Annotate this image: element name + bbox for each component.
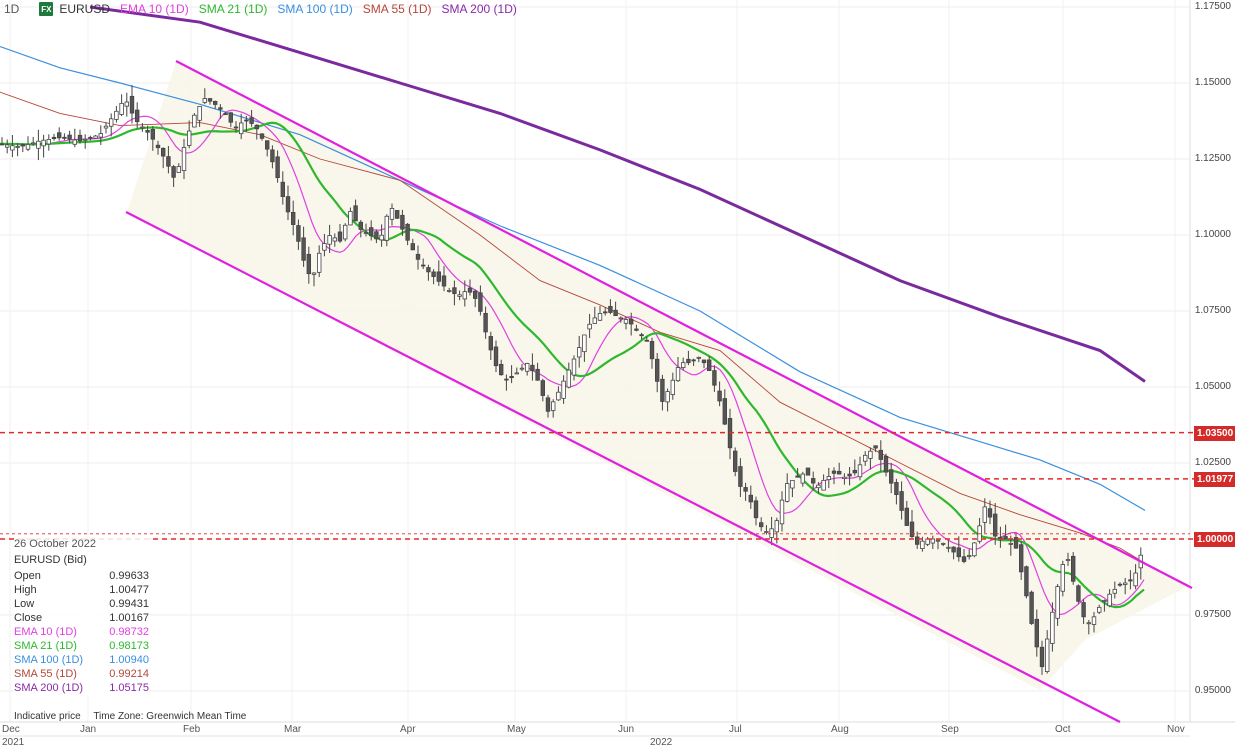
data-panel-value: 1.00940 xyxy=(109,654,149,666)
data-panel-value: 0.99633 xyxy=(109,570,149,582)
legend-sma200[interactable]: SMA 200 (1D) xyxy=(441,2,517,16)
y-axis-label: 1.05000 xyxy=(1194,381,1231,392)
data-panel-label: SMA 200 (1D) xyxy=(14,682,84,694)
price-level-tag: 1.01977 xyxy=(1194,471,1235,487)
data-panel-label: SMA 55 (1D) xyxy=(14,668,77,680)
y-axis-label: 1.17500 xyxy=(1194,1,1231,12)
data-panel-row: Low 0.99431 xyxy=(14,597,149,611)
data-panel-date: 26 October 2022 xyxy=(14,538,96,550)
indicative-price-note: Indicative price xyxy=(14,711,81,722)
data-panel-label: SMA 100 (1D) xyxy=(14,654,84,666)
y-axis-label: 1.07500 xyxy=(1194,305,1231,316)
y-axis-label: 1.12500 xyxy=(1194,153,1231,164)
y-axis-label: 1.02500 xyxy=(1194,457,1231,468)
data-panel-label: Close xyxy=(14,612,43,624)
data-panel-instrument: EURUSD (Bid) xyxy=(14,554,87,566)
data-panel-label: High xyxy=(14,584,37,596)
y-axis-label: 1.15000 xyxy=(1194,77,1231,88)
x-axis-month-label: Aug xyxy=(831,724,849,735)
x-axis-month-label: Jan xyxy=(80,724,97,735)
data-panel-row: SMA 200 (1D) 1.05175 xyxy=(14,681,149,695)
x-axis-month-label: Mar xyxy=(284,724,302,735)
chart-legend: 1D FX EURUSD EMA 10 (1D) SMA 21 (1D) SMA… xyxy=(4,2,517,16)
data-panel-row: SMA 100 (1D) 1.00940 xyxy=(14,653,149,667)
y-axis-label: 1.10000 xyxy=(1194,229,1231,240)
x-axis-month-label: Nov xyxy=(1167,724,1185,735)
data-panel-label: Open xyxy=(14,570,41,582)
x-axis-month-label: Dec xyxy=(2,724,20,735)
x-axis: Dec Jan Feb Mar Apr May Jun Jul Aug Sep Oct Nov 2021… xyxy=(0,722,1235,749)
legend-sma55[interactable]: SMA 55 (1D) xyxy=(362,2,432,16)
fx-badge-icon: FX xyxy=(39,2,54,16)
data-panel-label: Low xyxy=(14,598,35,610)
symbol-label[interactable]: EURUSD xyxy=(59,2,111,16)
data-panel-value: 1.05175 xyxy=(109,682,149,694)
price-level-tag: 1.00000 xyxy=(1194,532,1235,547)
data-panel-row: Close 1.00167 xyxy=(14,611,149,625)
x-axis-month-label: Apr xyxy=(400,724,416,735)
legend-ema10[interactable]: EMA 10 (1D) xyxy=(120,2,189,16)
timeframe-label[interactable]: 1D xyxy=(4,2,20,16)
x-axis-month-label: Jun xyxy=(618,724,635,735)
data-panel-value: 1.00477 xyxy=(109,584,149,596)
data-panel-row: SMA 55 (1D) 0.99214 xyxy=(14,667,149,681)
timezone-note: Time Zone: Greenwich Mean Time xyxy=(93,711,247,722)
x-axis-month-label: Sep xyxy=(941,724,959,735)
y-axis-label: 0.97500 xyxy=(1194,609,1231,620)
data-panel-label: EMA 10 (1D) xyxy=(14,626,77,638)
x-axis-year-label: 2021 xyxy=(2,737,25,748)
price-level-tag: 1.03500 xyxy=(1194,425,1235,441)
data-panel-value: 0.99431 xyxy=(109,598,149,610)
x-axis-month-label: Feb xyxy=(183,724,201,735)
data-panel-value: 0.99214 xyxy=(109,668,149,680)
data-panel: 26 October 2022 EURUSD (Bid) Open 0.99633… xyxy=(14,538,149,695)
data-panel-row: EMA 10 (1D) 0.98732 xyxy=(14,625,149,639)
x-axis-month-label: May xyxy=(507,724,526,735)
data-panel-value: 0.98173 xyxy=(109,640,149,652)
data-panel-value: 0.98732 xyxy=(109,626,149,638)
y-axis-label: 0.95000 xyxy=(1194,685,1231,696)
data-panel-label: SMA 21 (1D) xyxy=(14,640,77,652)
x-axis-year-label: 2022 xyxy=(650,737,673,748)
data-panel-value: 1.00167 xyxy=(109,612,149,624)
data-panel-row: SMA 21 (1D) 0.98173 xyxy=(14,639,149,653)
x-axis-month-label: Jul xyxy=(729,724,742,735)
legend-sma100[interactable]: SMA 100 (1D) xyxy=(277,2,353,16)
x-axis-month-label: Oct xyxy=(1055,724,1071,735)
data-panel-row: High 1.00477 xyxy=(14,583,149,597)
legend-sma21[interactable]: SMA 21 (1D) xyxy=(198,2,268,16)
footnote: Indicative price Time Zone: Greenwich Me… xyxy=(14,711,256,722)
data-panel-row: Open 0.99633 xyxy=(14,569,149,583)
